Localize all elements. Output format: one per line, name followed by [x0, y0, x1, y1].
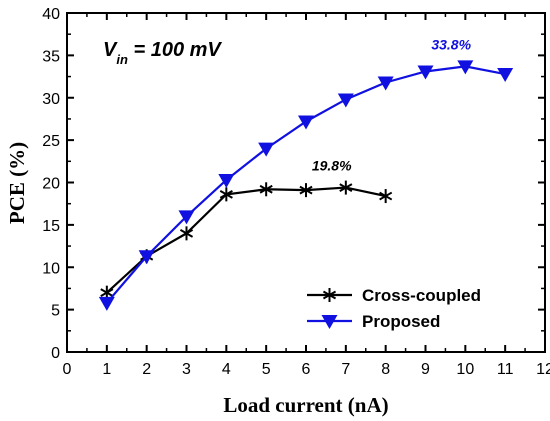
- marker-stroke: [299, 185, 313, 195]
- data-point: [417, 65, 434, 80]
- annotation-proposed-peak: 33.8%: [431, 36, 471, 52]
- data-point: [259, 182, 273, 197]
- y-tick-label: 0: [51, 345, 60, 362]
- legend-label: Proposed: [362, 312, 440, 331]
- x-tick-label: 12: [536, 361, 550, 378]
- y-axis-title: PCE (%): [5, 142, 29, 224]
- vin-main: V: [103, 39, 118, 61]
- marker-stroke: [379, 191, 393, 201]
- y-tick-label: 10: [42, 260, 60, 277]
- data-point: [377, 76, 394, 91]
- marker-stroke: [259, 184, 273, 194]
- vin-value: = 100 mV: [128, 39, 223, 61]
- x-tick-label: 0: [63, 361, 72, 378]
- x-tick-label: 9: [421, 361, 430, 378]
- x-tick-label: 11: [497, 361, 514, 378]
- data-point: [299, 183, 313, 198]
- data-point: [219, 187, 233, 202]
- data-point: [497, 68, 514, 83]
- series-1: [98, 60, 514, 311]
- y-tick-label: 40: [42, 6, 60, 23]
- marker-stroke: [100, 288, 114, 298]
- data-point: [379, 189, 393, 204]
- marker-stroke: [179, 228, 194, 238]
- y-tick-label: 15: [42, 218, 60, 235]
- data-point: [337, 93, 354, 108]
- data-point: [98, 296, 115, 311]
- x-tick-label: 7: [341, 361, 350, 378]
- y-tick-label: 20: [42, 176, 60, 193]
- legend-item-0: Cross-coupled: [307, 286, 481, 305]
- y-tick-label: 5: [51, 303, 60, 320]
- y-tick-label: 35: [42, 48, 60, 65]
- x-tick-label: 5: [262, 361, 271, 378]
- marker-stroke: [219, 189, 233, 199]
- y-tick-label: 25: [42, 133, 60, 150]
- data-point: [339, 180, 353, 195]
- x-tick-label: 8: [381, 361, 390, 378]
- vin-subscript: in: [116, 52, 128, 67]
- x-tick-label: 3: [182, 361, 191, 378]
- data-point: [138, 250, 155, 265]
- x-tick-label: 1: [102, 361, 111, 378]
- x-tick-label: 4: [222, 361, 231, 378]
- x-tick-label: 10: [456, 361, 474, 378]
- series-0: [100, 180, 393, 300]
- x-axis-title: Load current (nA): [223, 393, 388, 417]
- legend: Cross-coupled Proposed: [307, 286, 481, 331]
- data-point: [179, 226, 194, 241]
- vin-condition-label: Vin = 100 mV: [103, 39, 222, 67]
- x-tick-label: 2: [142, 361, 151, 378]
- data-point: [178, 210, 195, 225]
- data-point: [258, 142, 275, 157]
- x-tick-label: 6: [302, 361, 311, 378]
- series-layer: [98, 60, 514, 311]
- data-point: [298, 115, 314, 130]
- series-line: [106, 186, 386, 294]
- marker-stroke: [339, 183, 353, 192]
- legend-marker: [321, 315, 338, 329]
- marker-stroke: [322, 290, 337, 300]
- legend-item-1: Proposed: [307, 312, 440, 331]
- data-point: [218, 173, 235, 188]
- legend-label: Cross-coupled: [362, 286, 481, 305]
- legend-marker: [322, 288, 337, 302]
- data-point: [457, 60, 474, 75]
- annotation-cross-coupled-peak: 19.8%: [312, 158, 352, 174]
- y-tick-label: 30: [42, 91, 60, 108]
